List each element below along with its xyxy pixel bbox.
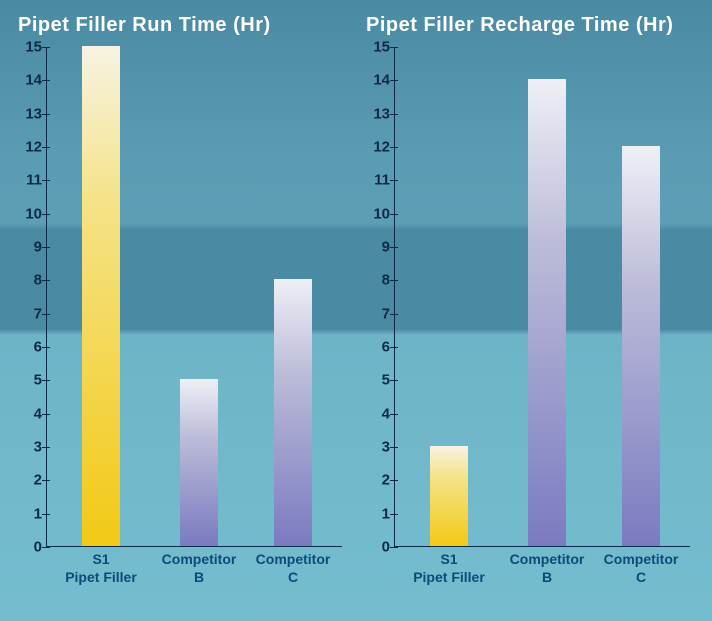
y-tick [390, 347, 398, 348]
y-tick [390, 214, 398, 215]
y-tick-label: 15 [18, 39, 42, 56]
bar-competitor-b [528, 79, 566, 546]
category-label-competitor-b: CompetitorB [149, 551, 249, 586]
y-tick [390, 547, 398, 548]
y-axis [394, 47, 395, 547]
y-tick [42, 447, 50, 448]
y-tick [390, 280, 398, 281]
y-axis [46, 47, 47, 547]
y-tick [390, 147, 398, 148]
y-tick-label: 5 [18, 372, 42, 389]
bar-competitor-c [274, 279, 312, 546]
y-tick-label: 10 [18, 205, 42, 222]
y-tick [390, 414, 398, 415]
y-tick-label: 3 [18, 439, 42, 456]
x-axis [394, 546, 690, 547]
y-tick [42, 180, 50, 181]
y-tick [390, 314, 398, 315]
y-tick-label: 8 [18, 272, 42, 289]
y-tick-label: 0 [18, 539, 42, 556]
y-tick [390, 180, 398, 181]
y-tick-label: 3 [366, 439, 390, 456]
y-tick [390, 480, 398, 481]
y-tick-label: 11 [18, 172, 42, 189]
category-label-competitor-b: CompetitorB [497, 551, 597, 586]
bar-competitor-c [622, 146, 660, 546]
plot-area: 0123456789101112131415S1Pipet FillerComp… [370, 47, 690, 547]
y-tick-label: 1 [366, 505, 390, 522]
bar-competitor-b [180, 379, 218, 546]
y-tick [42, 347, 50, 348]
y-tick [42, 414, 50, 415]
y-tick [42, 214, 50, 215]
bar-s1-pipet-filler [82, 46, 120, 546]
y-tick [390, 447, 398, 448]
x-axis [46, 546, 342, 547]
y-tick-label: 14 [366, 72, 390, 89]
y-tick-label: 11 [366, 172, 390, 189]
y-tick [42, 314, 50, 315]
chart-run-time: Pipet Filler Run Time (Hr) 0123456789101… [12, 0, 352, 547]
y-tick [42, 47, 50, 48]
y-tick-label: 4 [366, 405, 390, 422]
chart-recharge-time: Pipet Filler Recharge Time (Hr) 01234567… [360, 0, 700, 547]
y-tick-label: 8 [366, 272, 390, 289]
y-tick-label: 2 [366, 472, 390, 489]
y-tick-label: 6 [18, 339, 42, 356]
y-tick [42, 280, 50, 281]
y-tick-label: 7 [18, 305, 42, 322]
y-tick [42, 480, 50, 481]
y-tick-label: 12 [366, 139, 390, 156]
y-tick-label: 0 [366, 539, 390, 556]
y-tick-label: 7 [366, 305, 390, 322]
y-tick [390, 514, 398, 515]
bar-s1-pipet-filler [430, 446, 468, 546]
y-tick-label: 12 [18, 139, 42, 156]
y-tick-label: 15 [366, 39, 390, 56]
chart-title: Pipet Filler Recharge Time (Hr) [366, 14, 700, 37]
y-tick-label: 5 [366, 372, 390, 389]
page: Pipet Filler Run Time (Hr) 0123456789101… [0, 0, 712, 621]
category-label-competitor-c: CompetitorC [591, 551, 691, 586]
y-tick [42, 80, 50, 81]
category-label-competitor-c: CompetitorC [243, 551, 343, 586]
y-tick-label: 10 [366, 205, 390, 222]
y-tick [42, 547, 50, 548]
y-tick [42, 514, 50, 515]
y-tick [42, 147, 50, 148]
y-tick-label: 13 [366, 105, 390, 122]
y-tick-label: 14 [18, 72, 42, 89]
y-tick [390, 247, 398, 248]
y-tick-label: 9 [18, 239, 42, 256]
y-tick [42, 114, 50, 115]
category-label-s1-pipet-filler: S1Pipet Filler [399, 551, 499, 586]
y-tick-label: 2 [18, 472, 42, 489]
y-tick-label: 4 [18, 405, 42, 422]
y-tick [390, 80, 398, 81]
y-tick [390, 380, 398, 381]
category-label-s1-pipet-filler: S1Pipet Filler [51, 551, 151, 586]
y-tick-label: 9 [366, 239, 390, 256]
y-tick [390, 47, 398, 48]
y-tick-label: 1 [18, 505, 42, 522]
chart-title: Pipet Filler Run Time (Hr) [18, 14, 352, 37]
y-tick-label: 13 [18, 105, 42, 122]
y-tick [390, 114, 398, 115]
plot-area: 0123456789101112131415S1Pipet FillerComp… [22, 47, 342, 547]
y-tick [42, 380, 50, 381]
y-tick [42, 247, 50, 248]
y-tick-label: 6 [366, 339, 390, 356]
